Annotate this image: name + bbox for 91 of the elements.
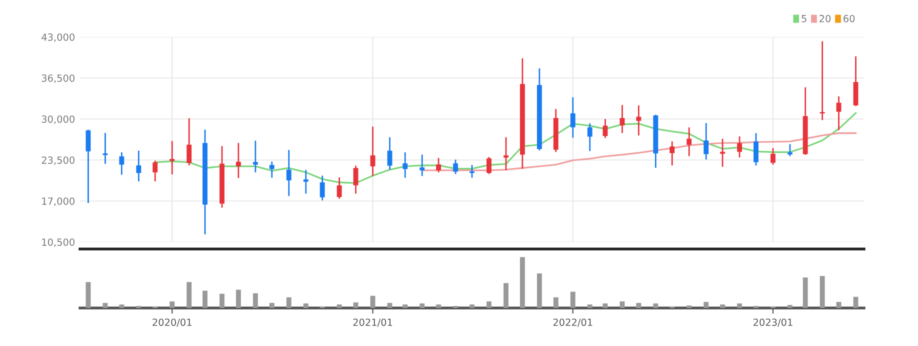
candlestick bbox=[402, 152, 408, 178]
bar bbox=[220, 294, 224, 308]
bar bbox=[252, 293, 258, 308]
y-tick-label: 10,500 bbox=[42, 238, 74, 247]
candlestick bbox=[670, 141, 675, 166]
candlestick bbox=[436, 158, 442, 172]
line-series bbox=[421, 132, 857, 172]
candlestick bbox=[152, 160, 158, 182]
candlestick bbox=[353, 166, 358, 194]
bar bbox=[636, 302, 642, 308]
bar bbox=[370, 296, 376, 308]
legend-label: 20 bbox=[820, 14, 831, 22]
bar bbox=[303, 303, 308, 308]
candlestick bbox=[336, 177, 342, 199]
bar bbox=[186, 282, 192, 308]
bar bbox=[353, 302, 358, 308]
candlestick bbox=[587, 123, 592, 152]
bar bbox=[602, 303, 608, 308]
candlestick bbox=[720, 138, 726, 167]
candlestick bbox=[420, 154, 425, 176]
legend-label: 5 bbox=[802, 15, 806, 22]
candlestick bbox=[286, 150, 292, 196]
candlestick bbox=[387, 137, 392, 170]
bar bbox=[587, 304, 592, 308]
bar bbox=[504, 283, 508, 308]
bar bbox=[470, 304, 474, 308]
x-tick-label: 2020/01 bbox=[152, 318, 192, 327]
candlestick bbox=[86, 130, 91, 204]
bar bbox=[86, 282, 91, 308]
bar bbox=[820, 276, 825, 308]
bar bbox=[236, 290, 241, 308]
bar bbox=[336, 304, 342, 308]
bar bbox=[286, 297, 292, 308]
candlestick bbox=[252, 140, 258, 172]
bar bbox=[788, 304, 792, 308]
bar bbox=[102, 302, 108, 308]
candlestick bbox=[737, 136, 742, 158]
bar bbox=[202, 290, 208, 308]
bar bbox=[420, 303, 425, 308]
x-tick-label: 2023/01 bbox=[754, 318, 792, 327]
candlestick bbox=[686, 127, 692, 156]
bar bbox=[737, 303, 742, 308]
bar bbox=[486, 301, 492, 308]
legend-label: 60 bbox=[844, 14, 855, 22]
bar bbox=[836, 302, 842, 308]
candlestick bbox=[836, 96, 842, 130]
bar bbox=[653, 303, 658, 308]
candlestick bbox=[170, 141, 175, 174]
candlestick bbox=[770, 148, 776, 164]
bar bbox=[704, 302, 709, 308]
bar bbox=[119, 304, 124, 308]
candlestick bbox=[269, 162, 274, 178]
candlestick bbox=[788, 144, 792, 156]
y-tick-label: 43,000 bbox=[42, 33, 74, 42]
candlestick bbox=[119, 152, 124, 175]
bar bbox=[520, 257, 525, 308]
candlestick bbox=[620, 104, 625, 134]
candlestick bbox=[820, 41, 825, 120]
bar bbox=[436, 304, 442, 308]
candlestick bbox=[320, 176, 325, 200]
bar bbox=[720, 304, 726, 308]
candlestick bbox=[570, 97, 576, 138]
candlestick bbox=[453, 160, 458, 174]
candlestick bbox=[602, 119, 608, 138]
bar bbox=[686, 305, 692, 308]
bar bbox=[170, 301, 175, 308]
bar bbox=[853, 296, 858, 308]
bar bbox=[536, 273, 542, 308]
candlestick bbox=[236, 142, 241, 178]
bar bbox=[802, 277, 808, 308]
y-tick-label: 36,500 bbox=[42, 74, 74, 83]
candlestick bbox=[486, 156, 492, 174]
candlestick bbox=[636, 105, 642, 136]
y-tick-label: 30,000 bbox=[42, 115, 74, 124]
candlestick bbox=[186, 118, 192, 166]
candlestick bbox=[136, 150, 142, 182]
candlestick bbox=[853, 56, 858, 106]
candlestick bbox=[704, 123, 709, 160]
candlestick bbox=[370, 126, 376, 176]
bar bbox=[269, 302, 274, 308]
line-series bbox=[154, 112, 857, 184]
bar bbox=[553, 297, 558, 308]
bar bbox=[402, 304, 408, 308]
y-tick-label: 17,000 bbox=[42, 197, 74, 206]
y-tick-label: 23,500 bbox=[42, 156, 74, 165]
bar bbox=[570, 292, 576, 308]
candlestick bbox=[754, 133, 758, 166]
candlestick bbox=[470, 164, 474, 178]
bar bbox=[387, 302, 392, 308]
x-tick-label: 2022/01 bbox=[553, 318, 592, 327]
x-tick-label: 2021/01 bbox=[353, 318, 392, 327]
